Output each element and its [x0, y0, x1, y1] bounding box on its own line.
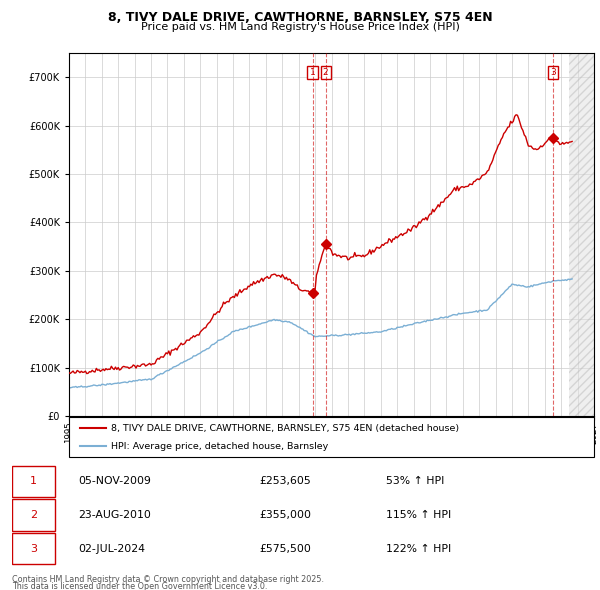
Text: 8, TIVY DALE DRIVE, CAWTHORNE, BARNSLEY, S75 4EN (detached house): 8, TIVY DALE DRIVE, CAWTHORNE, BARNSLEY,…: [111, 424, 459, 433]
FancyBboxPatch shape: [12, 499, 55, 531]
Text: 02-JUL-2024: 02-JUL-2024: [78, 544, 145, 554]
Text: £253,605: £253,605: [260, 477, 311, 487]
Text: 53% ↑ HPI: 53% ↑ HPI: [386, 477, 445, 487]
FancyBboxPatch shape: [12, 466, 55, 497]
Text: HPI: Average price, detached house, Barnsley: HPI: Average price, detached house, Barn…: [111, 441, 328, 451]
Text: 2: 2: [30, 510, 37, 520]
Text: 1: 1: [310, 68, 316, 77]
Bar: [569, 53, 600, 416]
Text: Contains HM Land Registry data © Crown copyright and database right 2025.: Contains HM Land Registry data © Crown c…: [12, 575, 324, 584]
Text: £355,000: £355,000: [260, 510, 311, 520]
Text: 23-AUG-2010: 23-AUG-2010: [78, 510, 151, 520]
Text: £575,500: £575,500: [260, 544, 311, 554]
Text: 115% ↑ HPI: 115% ↑ HPI: [386, 510, 452, 520]
Text: Price paid vs. HM Land Registry's House Price Index (HPI): Price paid vs. HM Land Registry's House …: [140, 22, 460, 32]
Text: 05-NOV-2009: 05-NOV-2009: [78, 477, 151, 487]
Text: 8, TIVY DALE DRIVE, CAWTHORNE, BARNSLEY, S75 4EN: 8, TIVY DALE DRIVE, CAWTHORNE, BARNSLEY,…: [107, 11, 493, 24]
FancyBboxPatch shape: [12, 533, 55, 565]
Text: 3: 3: [550, 68, 556, 77]
Text: 3: 3: [30, 544, 37, 554]
Text: 1: 1: [30, 477, 37, 487]
Text: 2: 2: [323, 68, 328, 77]
Text: 122% ↑ HPI: 122% ↑ HPI: [386, 544, 452, 554]
Text: This data is licensed under the Open Government Licence v3.0.: This data is licensed under the Open Gov…: [12, 582, 268, 590]
FancyBboxPatch shape: [69, 417, 594, 457]
